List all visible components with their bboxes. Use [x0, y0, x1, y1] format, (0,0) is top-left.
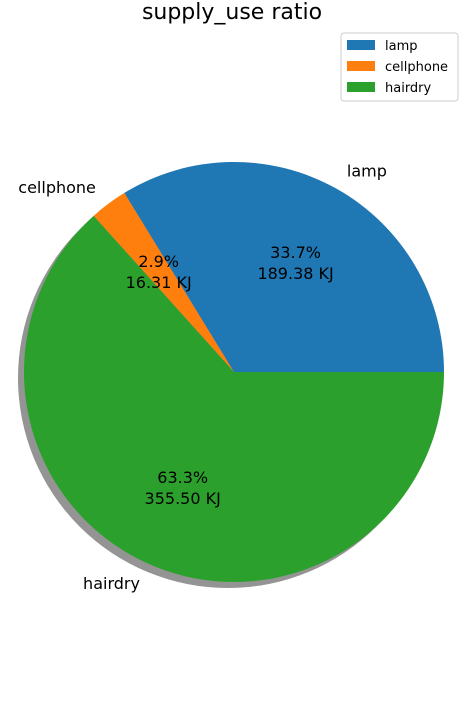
slice-percent-cellphone: 2.9% [138, 252, 179, 271]
slice-percent-lamp: 33.7% [270, 243, 321, 262]
legend: lamp cellphone hairdry [340, 32, 459, 102]
pie-slice-cellphone [93, 192, 234, 372]
pie-slice-lamp [124, 162, 444, 372]
legend-label-cellphone: cellphone [385, 60, 448, 75]
legend-swatch-cellphone [347, 61, 375, 71]
slice-label-hairdry: hairdry [83, 574, 140, 593]
slice-label-cellphone: cellphone [18, 178, 96, 197]
pie-slices [23, 162, 444, 582]
chart-title: supply_use ratio [142, 0, 322, 25]
legend-label-hairdry: hairdry [385, 81, 432, 96]
legend-label-lamp: lamp [385, 39, 418, 54]
pie-labels: lamp 33.7% 189.38 KJ cellphone 2.9% 16.31 KJ h… [18, 161, 387, 593]
slice-value-cellphone: 16.31 KJ [126, 273, 192, 292]
slice-value-lamp: 189.38 KJ [257, 264, 333, 283]
legend-swatch-hairdry [347, 82, 375, 92]
pie-slice-hairdry [23, 215, 444, 582]
slice-value-hairdry: 355.50 KJ [145, 489, 221, 508]
slice-label-lamp: lamp [347, 161, 387, 180]
legend-swatch-lamp [347, 40, 375, 50]
slice-percent-hairdry: 63.3% [157, 468, 208, 487]
